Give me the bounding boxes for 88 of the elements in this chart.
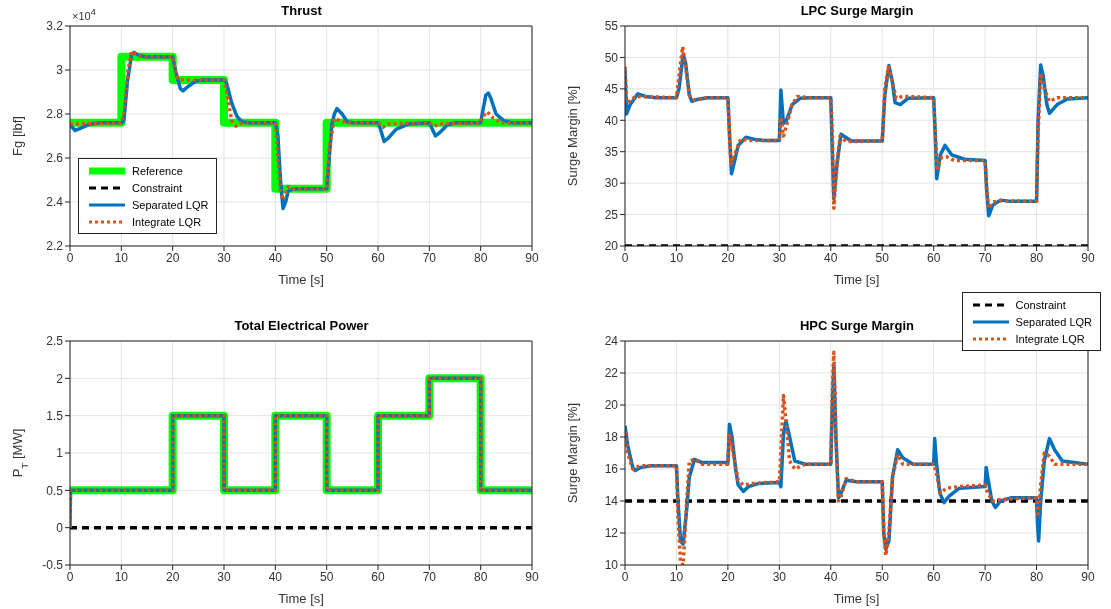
x-tick-label: 70	[978, 250, 993, 265]
y-tick-label: 2.6	[46, 151, 64, 166]
y-axis-title: Fg [lbf]	[10, 116, 25, 156]
x-tick-label: 80	[1029, 250, 1044, 265]
x-tick-label: 70	[422, 250, 437, 265]
legend-label: Integrate LQR	[132, 215, 202, 228]
y-tick-label: 35	[604, 144, 619, 159]
y-tick-label: 16	[604, 462, 619, 477]
x-tick-label: 60	[926, 250, 941, 265]
x-tick-label: 20	[721, 250, 735, 265]
x-tick-label: 20	[165, 569, 180, 584]
y-tick-label: 55	[604, 19, 619, 34]
y-tick-label: 30	[604, 176, 619, 191]
text: ×10$^{4}$	[72, 7, 96, 22]
y-tick-label: 45	[604, 82, 619, 97]
chart-title: LPC Surge Margin	[799, 3, 915, 18]
x-tick-label: 20	[165, 250, 180, 265]
x-tick-label: 70	[978, 569, 993, 584]
y-tick-label: 10	[604, 558, 619, 573]
y-tick-label: 2	[56, 371, 64, 386]
x-tick-label: 90	[1081, 569, 1095, 584]
y-tick-label: 3.2	[46, 19, 64, 34]
y-tick-label: 0	[56, 520, 64, 535]
y-tick-label: -0.5	[42, 558, 64, 573]
x-tick-label: 30	[772, 250, 787, 265]
x-tick-label: 40	[268, 250, 283, 265]
x-tick-label: 90	[525, 250, 539, 265]
x-tick-label: 80	[473, 569, 488, 584]
x-axis-title: Time [s]	[278, 591, 324, 606]
x-tick-label: 30	[772, 569, 787, 584]
x-tick-label: 80	[473, 250, 488, 265]
x-tick-label: 50	[875, 250, 890, 265]
x-tick-label: 90	[525, 569, 539, 584]
legend-label: Constraint	[1015, 298, 1066, 311]
x-tick-label: 10	[114, 569, 129, 584]
legend-label: Reference	[132, 164, 183, 177]
x-tick-label: 20	[721, 569, 735, 584]
x-tick-label: 30	[217, 569, 231, 584]
x-tick-label: 0	[66, 569, 74, 584]
x-tick-label: 10	[114, 250, 129, 265]
x-tick-label: 50	[319, 569, 334, 584]
chart-title: Thrust	[281, 3, 322, 18]
x-tick-label: 40	[824, 250, 838, 265]
y-tick-label: 1.5	[46, 408, 64, 423]
y-tick-label: 14	[604, 494, 619, 509]
y-tick-label: 0.5	[46, 483, 64, 498]
x-tick-label: 50	[875, 569, 890, 584]
x-tick-label: 40	[268, 569, 283, 584]
x-tick-label: 0	[621, 569, 629, 584]
y-tick-label: 20	[604, 398, 619, 413]
y-tick-label: 40	[604, 113, 619, 128]
x-tick-label: 80	[1029, 569, 1044, 584]
x-tick-label: 60	[926, 569, 941, 584]
y-tick-label: 2.4	[46, 195, 64, 210]
legend-label: Constraint	[132, 181, 183, 194]
y-tick-label: 25	[604, 207, 619, 222]
chart-title: Total Electrical Power	[233, 318, 370, 333]
y-tick-label: 18	[604, 430, 619, 445]
y-axis-title: Surge Margin [%]	[565, 402, 580, 504]
x-tick-label: 0	[621, 250, 629, 265]
x-axis-title: Time [s]	[833, 591, 880, 606]
x-tick-label: 60	[371, 250, 385, 265]
x-tick-label: 90	[1081, 250, 1095, 265]
x-tick-label: 30	[217, 250, 231, 265]
y-tick-label: 3	[56, 63, 64, 78]
y-tick-label: 20	[604, 239, 619, 254]
x-tick-label: 10	[669, 569, 684, 584]
legend-label: Separated LQR	[1015, 315, 1092, 328]
y-tick-label: 12	[604, 526, 619, 541]
x-tick-label: 40	[824, 569, 838, 584]
y-tick-label: 2.5	[46, 334, 64, 349]
y-axis-title: Surge Margin [%]	[565, 85, 580, 187]
y-tick-label: 50	[604, 50, 619, 65]
y-tick-label: 24	[604, 334, 619, 349]
x-tick-label: 70	[422, 569, 437, 584]
legend-label: Separated LQR	[132, 198, 209, 211]
chart-title: HPC Surge Margin	[799, 318, 915, 333]
x-tick-label: 60	[371, 569, 385, 584]
x-axis-title: Time [s]	[833, 272, 880, 287]
y-tick-label: 2.8	[46, 107, 64, 122]
x-tick-label: 50	[319, 250, 334, 265]
x-axis-title: Time [s]	[278, 272, 324, 287]
x-tick-label: 0	[66, 250, 74, 265]
legend-label: Integrate LQR	[1015, 332, 1085, 345]
y-tick-label: 1	[56, 446, 64, 461]
x-tick-label: 10	[669, 250, 684, 265]
y-tick-label: 2.2	[46, 239, 64, 254]
y-tick-label: 22	[604, 366, 619, 381]
